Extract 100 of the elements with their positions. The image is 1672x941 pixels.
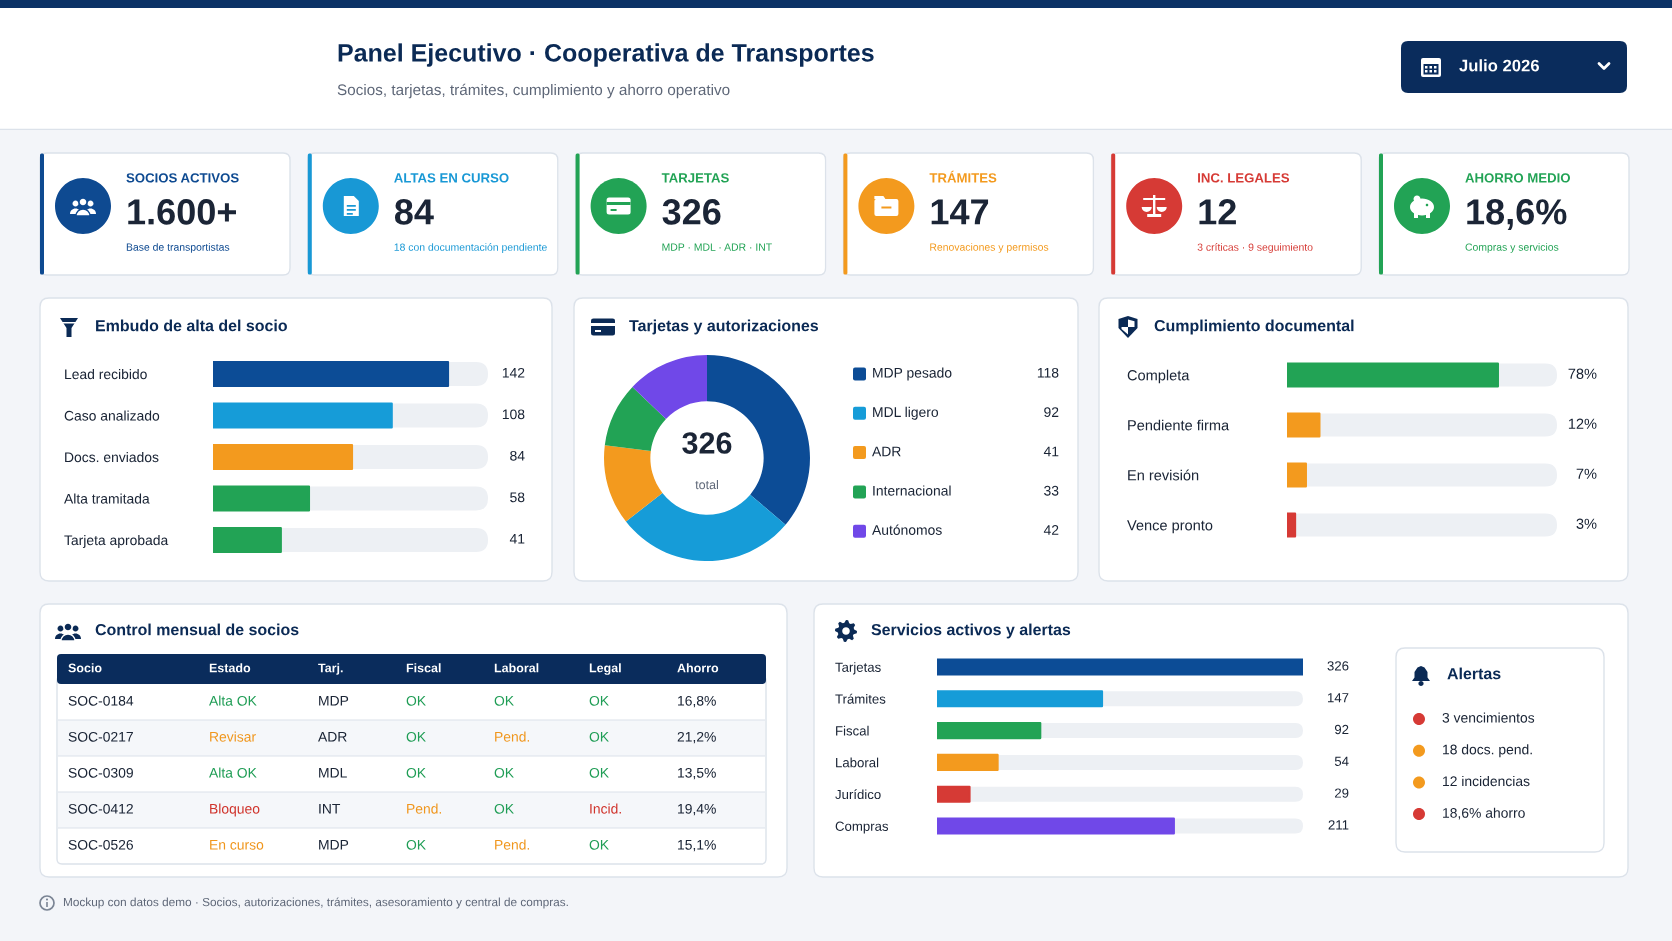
text: SOCIOS ACTIVOS	[126, 173, 239, 183]
text: Pend.	[407, 803, 442, 814]
text: MDP	[319, 696, 349, 706]
data-label: 41	[509, 534, 525, 544]
text: 1.600+	[128, 199, 236, 225]
text: MDL	[319, 768, 347, 778]
text: ADR	[318, 732, 347, 742]
chart-title: Embudo de alta del socio	[96, 319, 287, 332]
y-tick-label: En revisión	[1128, 469, 1199, 481]
text: OK	[494, 695, 514, 706]
text: 19,4%	[678, 803, 716, 816]
text: OK	[589, 731, 609, 742]
legend-label: MDP pesado	[873, 367, 952, 381]
text: SOC-0526	[68, 839, 134, 850]
y-tick-label: Vence pronto	[1127, 520, 1213, 534]
text: MDP · MDL · ADR · INT	[662, 243, 772, 251]
text: 3 vencimientos	[1442, 712, 1535, 723]
y-tick-label: Tarjeta aprobada	[64, 534, 169, 548]
chart-title: Tarjetas y autorizaciones	[629, 319, 819, 335]
text: SOC-0217	[68, 731, 133, 742]
text: Julio 2026	[1459, 59, 1539, 72]
text: OK	[406, 695, 426, 706]
y-tick-label: Compras	[835, 821, 889, 834]
data-label: 108	[502, 409, 525, 420]
text: Socios, tarjetas, trámites, cumplimiento y ahorro operativo	[337, 83, 730, 99]
text: Base de transportistas	[126, 243, 230, 253]
data-label: 58	[510, 492, 525, 503]
data-label: 326	[1327, 661, 1349, 671]
legend-label: ADR	[872, 446, 901, 457]
bar	[1287, 512, 1297, 538]
category-label: Socio	[68, 663, 102, 673]
text: OK	[589, 695, 609, 706]
text: 3 críticas · 9 seguimiento	[1197, 243, 1313, 253]
data-label: 118	[1037, 367, 1059, 378]
data-label: 41	[1043, 446, 1059, 457]
category-label: Legal	[589, 663, 621, 675]
text: 18 con documentación pendiente	[394, 243, 547, 253]
text: Alta OK	[209, 695, 257, 706]
donut-slice	[632, 355, 707, 419]
text: INT	[319, 804, 341, 814]
text: 326	[682, 432, 732, 454]
category-label: Tarj.	[318, 663, 343, 675]
data-label: 3%	[1576, 518, 1597, 529]
text: Renovaciones y permisos	[930, 243, 1049, 253]
category-label: Ahorro	[677, 663, 719, 673]
y-tick-label: Trámites	[835, 693, 886, 704]
text: OK	[406, 731, 426, 742]
text: 13,5%	[678, 767, 716, 780]
text: En curso	[210, 840, 264, 850]
text: Revisar	[210, 731, 256, 742]
donut-slice	[625, 492, 786, 561]
y-tick-label: Alta tramitada	[64, 493, 150, 504]
text: AHORRO MEDIO	[1465, 173, 1570, 183]
text: OK	[494, 803, 514, 814]
text: OK	[589, 767, 609, 778]
text: Alta OK	[209, 767, 257, 778]
bar	[1287, 412, 1321, 438]
donut-slice	[604, 386, 666, 451]
text: OK	[406, 839, 426, 850]
y-tick-label: Jurídico	[835, 789, 881, 800]
text: Compras y servicios	[1465, 243, 1559, 253]
data-label: 42	[1043, 525, 1059, 535]
text: 18 docs. pend.	[1443, 744, 1532, 758]
legend-label: Autónomos	[872, 524, 942, 535]
data-label: 142	[502, 367, 525, 378]
data-label: 7%	[1576, 468, 1597, 479]
data-label: 92	[1044, 407, 1059, 418]
text: Mockup con datos demo · Socios, autorizaciones, trámites, asesoramiento y central de compras.	[63, 897, 568, 909]
data-label: 92	[1334, 724, 1349, 735]
text: 84	[394, 199, 434, 225]
data-label: 78%	[1568, 368, 1597, 379]
text: Pend.	[495, 839, 530, 850]
y-tick-label: Laboral	[836, 757, 879, 768]
text: 147	[931, 199, 989, 225]
y-tick-label: Caso analizado	[64, 410, 160, 421]
y-tick-label: Tarjetas	[835, 662, 881, 675]
text: total	[695, 479, 718, 490]
chart-title: Cumplimiento documental	[1154, 319, 1354, 335]
text: INC. LEGALES	[1198, 173, 1290, 183]
text: 18,6% ahorro	[1443, 807, 1525, 820]
y-tick-label: Fiscal	[836, 725, 869, 736]
chart-title: Servicios activos y alertas	[871, 623, 1071, 639]
text: MDP	[319, 840, 349, 850]
data-label: 33	[1044, 485, 1059, 496]
text: 21,2%	[677, 731, 716, 744]
text: 326	[662, 199, 721, 225]
text: ALTAS EN CURSO	[394, 173, 509, 183]
data-label: 211	[1328, 820, 1349, 830]
text: SOC-0184	[68, 695, 134, 706]
data-label: 84	[510, 450, 525, 461]
legend-label: MDL ligero	[873, 406, 939, 420]
text: Control mensual de socios	[95, 623, 299, 636]
text: 12 incidencias	[1443, 775, 1530, 787]
donut-slice	[604, 445, 663, 522]
text: OK	[494, 767, 514, 778]
text: 15,1%	[678, 839, 716, 852]
text: Panel Ejecutivo · Cooperativa de Transportes	[338, 43, 874, 67]
text: 16,8%	[678, 695, 716, 708]
text: 12	[1199, 199, 1236, 225]
text: Alertas	[1447, 667, 1501, 680]
